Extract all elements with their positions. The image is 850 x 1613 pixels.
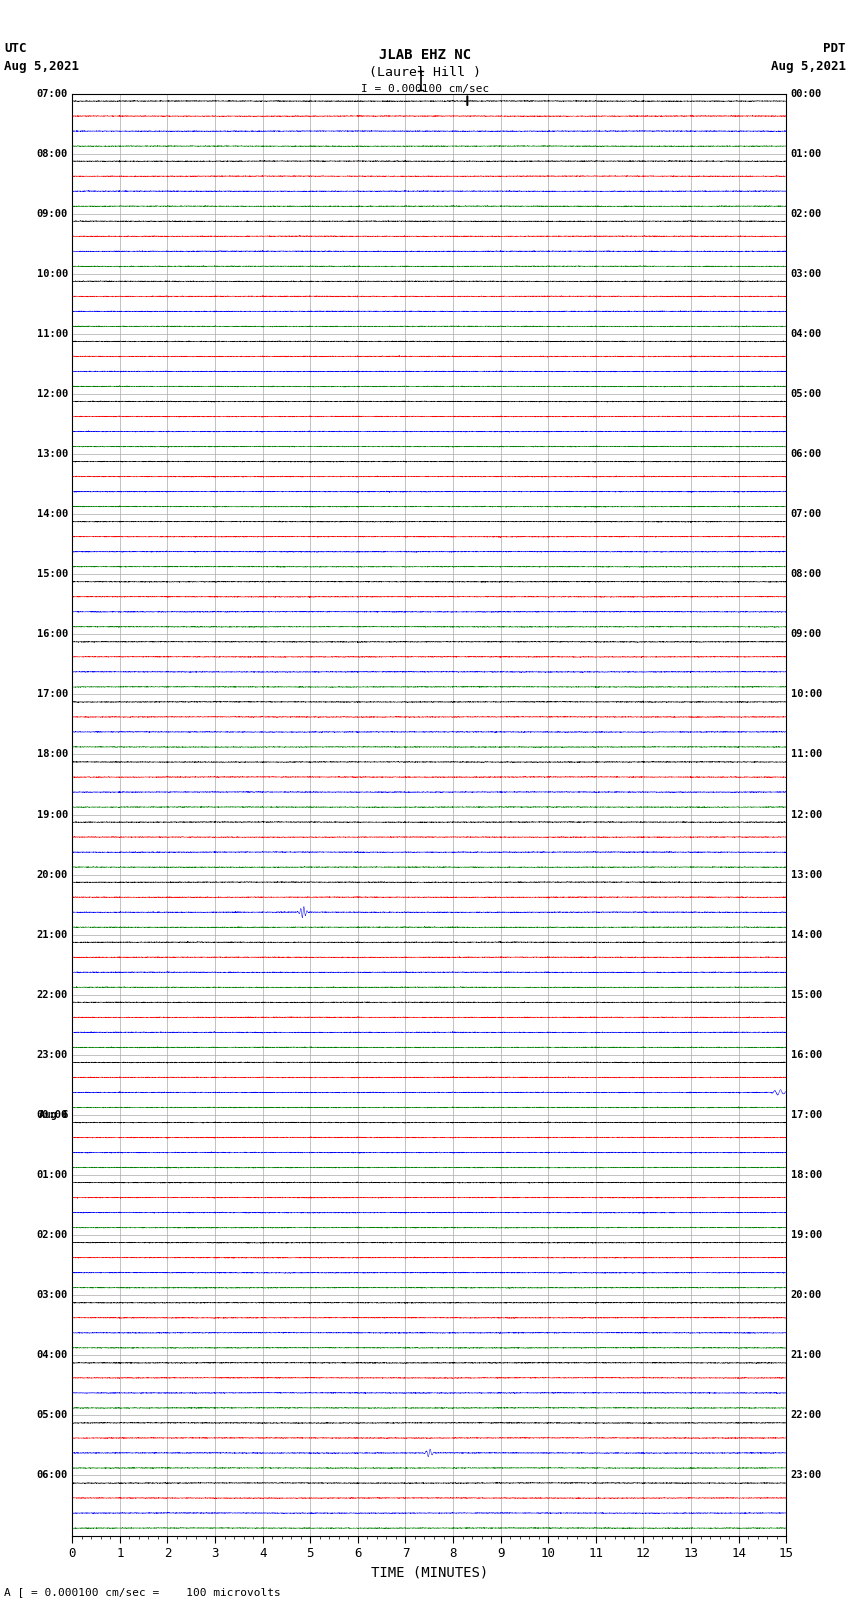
Text: 21:00: 21:00 [790, 1350, 822, 1360]
Text: Aug 5,2021: Aug 5,2021 [4, 60, 79, 73]
Text: UTC: UTC [4, 42, 26, 55]
Text: 11:00: 11:00 [790, 750, 822, 760]
Text: 20:00: 20:00 [790, 1290, 822, 1300]
Text: (Laurel Hill ): (Laurel Hill ) [369, 66, 481, 79]
Text: 18:00: 18:00 [790, 1169, 822, 1181]
Text: 08:00: 08:00 [37, 148, 68, 158]
Text: 05:00: 05:00 [37, 1410, 68, 1421]
Text: 22:00: 22:00 [37, 990, 68, 1000]
Text: I = 0.000100 cm/sec: I = 0.000100 cm/sec [361, 84, 489, 94]
Text: PDT: PDT [824, 42, 846, 55]
Text: 19:00: 19:00 [37, 810, 68, 819]
Text: 06:00: 06:00 [790, 448, 822, 460]
Text: 16:00: 16:00 [37, 629, 68, 639]
Text: 20:00: 20:00 [37, 869, 68, 879]
Text: 19:00: 19:00 [790, 1231, 822, 1240]
Text: 09:00: 09:00 [37, 208, 68, 219]
Text: 10:00: 10:00 [37, 269, 68, 279]
Text: Aug 5,2021: Aug 5,2021 [771, 60, 846, 73]
Text: 02:00: 02:00 [790, 208, 822, 219]
Text: 03:00: 03:00 [790, 269, 822, 279]
Text: 13:00: 13:00 [37, 448, 68, 460]
Text: 11:00: 11:00 [37, 329, 68, 339]
Text: 09:00: 09:00 [790, 629, 822, 639]
Text: 01:00: 01:00 [37, 1169, 68, 1181]
Text: 14:00: 14:00 [790, 929, 822, 940]
Text: 18:00: 18:00 [37, 750, 68, 760]
Text: 12:00: 12:00 [37, 389, 68, 398]
Text: 05:00: 05:00 [790, 389, 822, 398]
Text: 07:00: 07:00 [790, 510, 822, 519]
Text: 14:00: 14:00 [37, 510, 68, 519]
Text: 00:00: 00:00 [37, 1110, 68, 1119]
Text: 23:00: 23:00 [37, 1050, 68, 1060]
Text: 17:00: 17:00 [790, 1110, 822, 1119]
Text: 10:00: 10:00 [790, 689, 822, 700]
Text: 22:00: 22:00 [790, 1410, 822, 1421]
Text: 21:00: 21:00 [37, 929, 68, 940]
Text: 17:00: 17:00 [37, 689, 68, 700]
Text: 06:00: 06:00 [37, 1471, 68, 1481]
Text: 16:00: 16:00 [790, 1050, 822, 1060]
Text: 23:00: 23:00 [790, 1471, 822, 1481]
Text: 04:00: 04:00 [790, 329, 822, 339]
Text: Aug 6: Aug 6 [38, 1110, 68, 1119]
Text: 00:00: 00:00 [790, 89, 822, 98]
Text: 03:00: 03:00 [37, 1290, 68, 1300]
Text: 07:00: 07:00 [37, 89, 68, 98]
X-axis label: TIME (MINUTES): TIME (MINUTES) [371, 1566, 488, 1581]
Text: 02:00: 02:00 [37, 1231, 68, 1240]
Text: 15:00: 15:00 [37, 569, 68, 579]
Text: A [ = 0.000100 cm/sec =    100 microvolts: A [ = 0.000100 cm/sec = 100 microvolts [4, 1587, 281, 1597]
Text: 04:00: 04:00 [37, 1350, 68, 1360]
Text: 01:00: 01:00 [790, 148, 822, 158]
Text: 15:00: 15:00 [790, 990, 822, 1000]
Text: 13:00: 13:00 [790, 869, 822, 879]
Text: JLAB EHZ NC: JLAB EHZ NC [379, 48, 471, 63]
Text: 08:00: 08:00 [790, 569, 822, 579]
Text: 12:00: 12:00 [790, 810, 822, 819]
